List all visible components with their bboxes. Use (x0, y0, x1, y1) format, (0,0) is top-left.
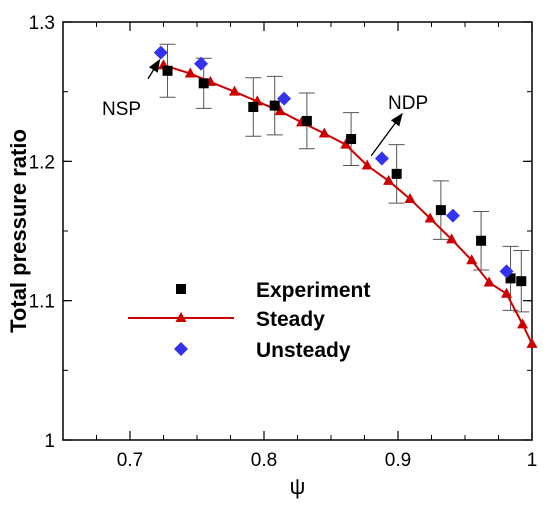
steady-marker (517, 318, 529, 329)
unsteady-marker (153, 45, 168, 60)
x-tick-label: 0.7 (117, 450, 143, 471)
experiment-marker (301, 115, 312, 126)
steady-line (163, 64, 533, 345)
experiment-marker (391, 168, 402, 179)
experiment-marker (162, 65, 173, 76)
experiment-marker (269, 100, 280, 111)
steady-marker (383, 174, 395, 185)
x-tick-label: 0.8 (251, 450, 277, 471)
legend: Experiment Steady Unsteady (128, 279, 370, 362)
steady-marker (340, 138, 352, 149)
steady-marker (501, 287, 513, 298)
experiment-marker (346, 134, 357, 145)
experiment-marker (435, 205, 446, 216)
experiment-marker (516, 276, 527, 287)
legend-label-experiment: Experiment (256, 279, 370, 302)
annotation-arrow-ndp (370, 112, 403, 157)
y-tick-label: 1.1 (29, 292, 55, 313)
experiment-marker (248, 101, 259, 112)
x-axis-title: ψ (290, 474, 306, 499)
steady-marker (274, 105, 286, 116)
unsteady-marker (194, 56, 209, 71)
unsteady-marker (374, 151, 389, 166)
unsteady-marker (499, 264, 514, 279)
legend-label-steady: Steady (256, 308, 325, 331)
y-tick-label: 1.3 (29, 13, 55, 34)
legend-marker-unsteady (174, 342, 188, 356)
annotation-arrow-nsp (147, 58, 161, 80)
steady-marker (404, 192, 416, 203)
y-tick-label: 1 (44, 431, 55, 452)
steady-marker (184, 67, 196, 78)
x-tick-label: 0.9 (385, 450, 411, 471)
x-tick-label: 1 (527, 450, 538, 471)
unsteady-marker (445, 208, 460, 223)
experiment-marker (198, 78, 209, 89)
steady-marker (318, 127, 330, 138)
steady-marker (446, 233, 458, 244)
legend-marker-steady (175, 312, 187, 322)
steady-marker (229, 85, 241, 96)
plot-frame (62, 21, 533, 441)
steady-marker (466, 254, 478, 265)
annotation-label-nsp: NSP (102, 99, 141, 120)
annotations: NSP NDP (102, 58, 428, 157)
y-tick-label: 1.2 (29, 152, 55, 173)
unsteady-marker (277, 91, 292, 106)
steady-marker (483, 276, 495, 287)
steady-marker (526, 337, 538, 348)
experiment-marker (476, 235, 487, 246)
legend-marker-experiment (176, 284, 186, 294)
plot-series (153, 43, 538, 348)
annotation-label-ndp: NDP (388, 93, 428, 114)
steady-marker (424, 212, 436, 223)
experiment-marker (505, 273, 516, 284)
y-axis-title: Total pressure ratio (6, 129, 31, 333)
legend-label-unsteady: Unsteady (256, 339, 351, 362)
steady-marker (361, 159, 373, 170)
axes: 0.7 0.8 0.9 1 1 1.1 1.2 1.3 ψ Total pressure rati… (6, 13, 537, 499)
